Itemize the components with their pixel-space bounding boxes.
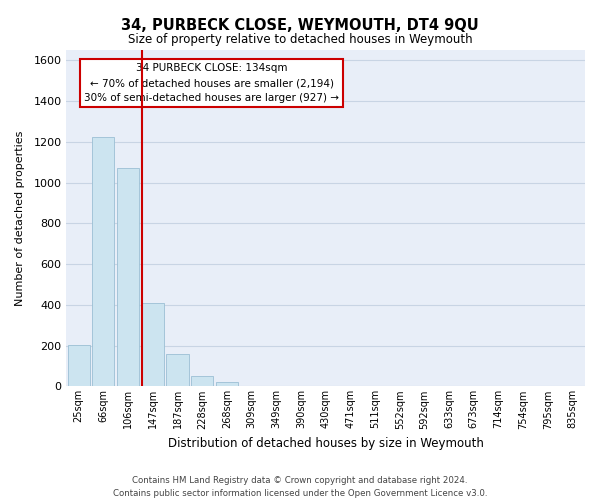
Bar bbox=[117, 168, 139, 386]
Text: Contains HM Land Registry data © Crown copyright and database right 2024.
Contai: Contains HM Land Registry data © Crown c… bbox=[113, 476, 487, 498]
Bar bbox=[166, 354, 188, 386]
Text: 34 PURBECK CLOSE: 134sqm
← 70% of detached houses are smaller (2,194)
30% of sem: 34 PURBECK CLOSE: 134sqm ← 70% of detach… bbox=[84, 64, 339, 103]
Y-axis label: Number of detached properties: Number of detached properties bbox=[15, 130, 25, 306]
Bar bbox=[92, 136, 115, 386]
Bar bbox=[142, 303, 164, 386]
X-axis label: Distribution of detached houses by size in Weymouth: Distribution of detached houses by size … bbox=[168, 437, 484, 450]
Bar bbox=[68, 344, 90, 387]
Text: 34, PURBECK CLOSE, WEYMOUTH, DT4 9QU: 34, PURBECK CLOSE, WEYMOUTH, DT4 9QU bbox=[121, 18, 479, 32]
Bar bbox=[216, 382, 238, 386]
Bar bbox=[191, 376, 213, 386]
Text: Size of property relative to detached houses in Weymouth: Size of property relative to detached ho… bbox=[128, 32, 472, 46]
